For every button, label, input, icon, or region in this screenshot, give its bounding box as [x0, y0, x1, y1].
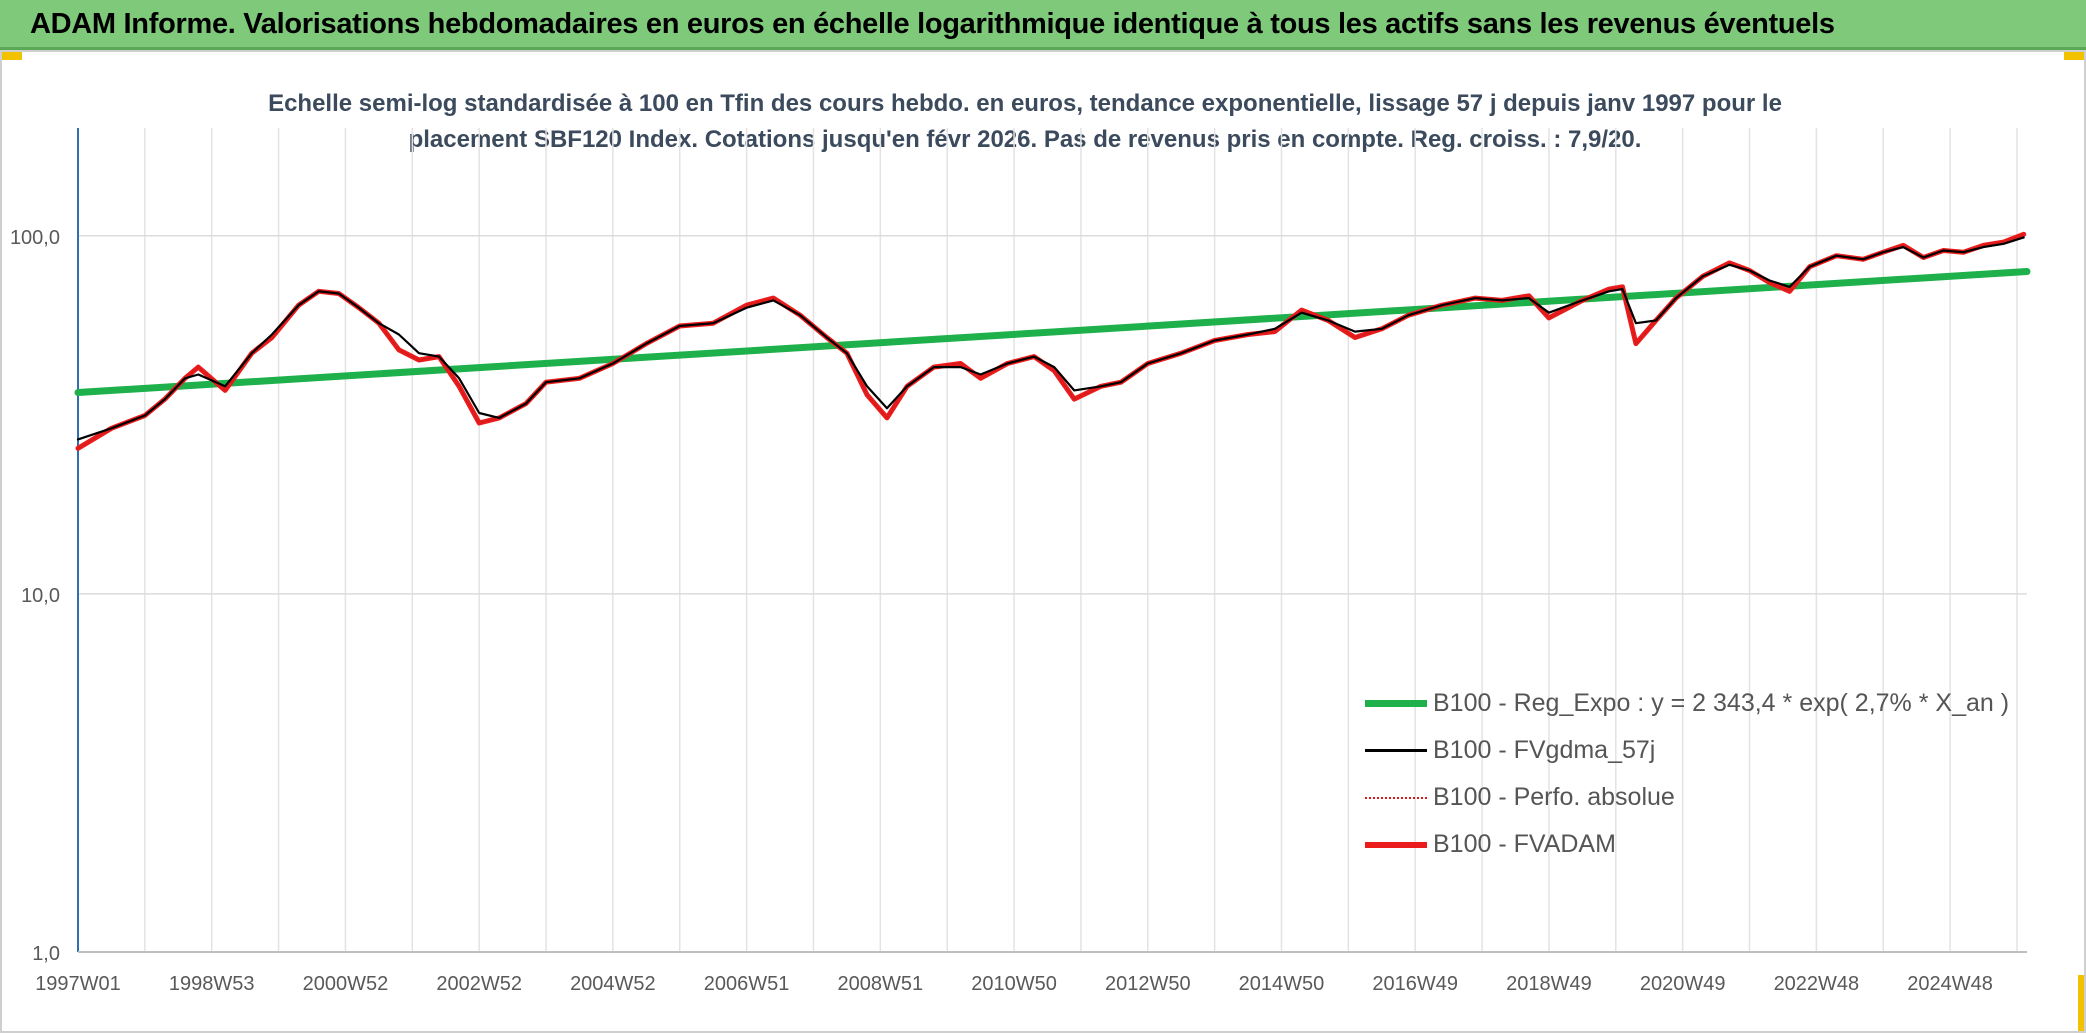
x-tick-label: 2016W49 [1372, 973, 1458, 995]
legend-swatch-reg-expo [1365, 700, 1427, 707]
x-tick-label: 2006W51 [704, 973, 790, 995]
legend-item-perfo: B100 - Perfo. absolue [1365, 774, 2009, 821]
x-tick-label: 2000W52 [303, 973, 389, 995]
x-tick-label: 2020W49 [1640, 973, 1726, 995]
legend-label-fvadam: B100 - FVADAM [1433, 830, 1616, 858]
x-tick-label: 2010W50 [971, 973, 1057, 995]
chart-title-line-2: placement SBF120 Index. Cotations jusqu'… [408, 126, 1642, 153]
x-tick-label: 2014W50 [1239, 973, 1325, 995]
legend-item-reg-expo: B100 - Reg_Expo : y = 2 343,4 * exp( 2,7… [1365, 680, 2009, 727]
x-tick-label: 1997W01 [35, 973, 121, 995]
chart-title: Echelle semi-log standardisée à 100 en T… [200, 86, 1850, 158]
y-tick-label: 1,0 [32, 943, 60, 965]
chart-legend: B100 - Reg_Expo : y = 2 343,4 * exp( 2,7… [1365, 680, 2009, 868]
corner-mark-top-left [0, 50, 22, 60]
legend-swatch-fvgdma [1365, 749, 1427, 752]
chart-frame [0, 50, 2086, 1033]
legend-swatch-fvadam [1365, 841, 1427, 848]
chart-title-line-1: Echelle semi-log standardisée à 100 en T… [268, 90, 1782, 117]
x-tick-label: 1998W53 [169, 973, 255, 995]
legend-label-perfo: B100 - Perfo. absolue [1433, 783, 1675, 811]
x-tick-label: 2008W51 [838, 973, 924, 995]
x-tick-label: 2002W52 [436, 973, 522, 995]
y-tick-label: 100,0 [10, 227, 60, 249]
x-tick-label: 2004W52 [570, 973, 656, 995]
series-line-reg-expo [74, 268, 2031, 396]
header-bar: ADAM Informe. Valorisations hebdomadaire… [0, 0, 2086, 50]
series-line-fvgdma [76, 236, 2025, 441]
x-tick-label: 2022W48 [1774, 973, 1860, 995]
page-title: ADAM Informe. Valorisations hebdomadaire… [30, 8, 1835, 40]
y-tick-label: 10,0 [21, 585, 60, 607]
legend-label-fvgdma: B100 - FVgdma_57j [1433, 736, 1656, 764]
corner-mark-top-right [2064, 50, 2086, 60]
legend-item-fvgdma: B100 - FVgdma_57j [1365, 727, 2009, 774]
x-tick-label: 2018W49 [1506, 973, 1592, 995]
legend-swatch-perfo [1365, 796, 1427, 799]
x-tick-label: 2012W50 [1105, 973, 1191, 995]
legend-label-reg-expo: B100 - Reg_Expo : y = 2 343,4 * exp( 2,7… [1433, 689, 2010, 717]
legend-item-fvadam: B100 - FVADAM [1365, 821, 2009, 868]
corner-mark-bottom-right [2078, 975, 2086, 1033]
x-tick-label: 2024W48 [1907, 973, 1993, 995]
